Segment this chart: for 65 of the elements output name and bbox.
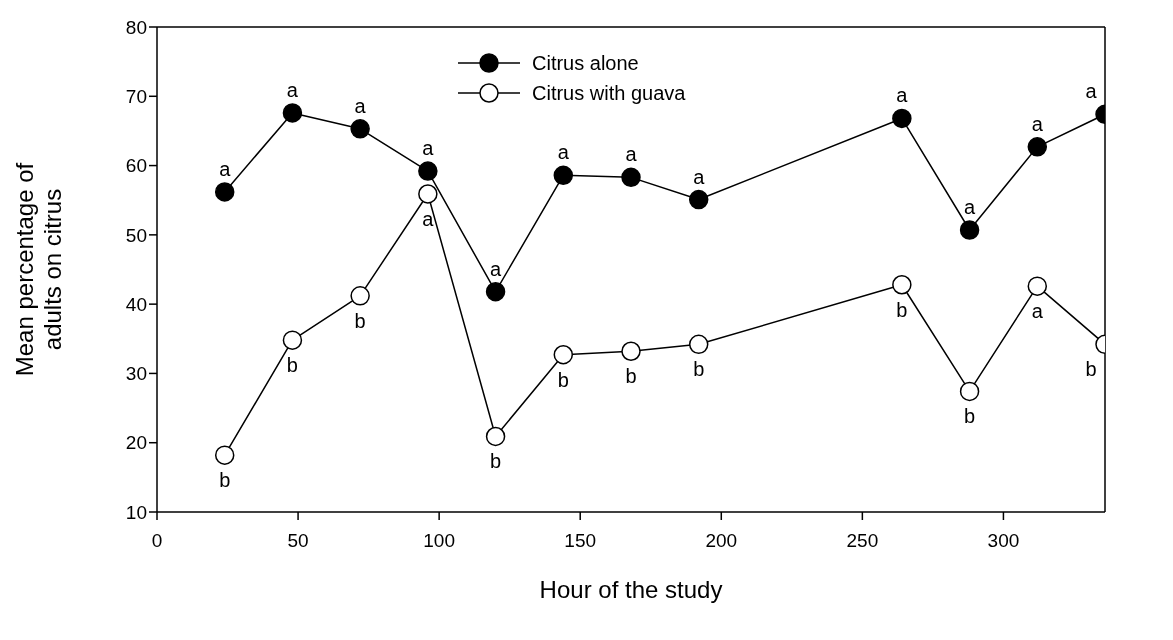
annotation: b bbox=[896, 298, 908, 321]
annotation: a bbox=[625, 143, 638, 166]
annotation: b bbox=[490, 450, 502, 473]
annotation: b bbox=[354, 309, 366, 332]
annotation: a bbox=[422, 137, 435, 160]
annotation: a bbox=[490, 257, 503, 280]
annotation: a bbox=[286, 78, 299, 101]
y-tick-label: 20 bbox=[125, 432, 147, 454]
x-tick-label: 300 bbox=[987, 530, 1020, 552]
y-tick-label: 70 bbox=[125, 86, 147, 108]
x-tick-label: 100 bbox=[423, 530, 455, 552]
annotation: a bbox=[964, 196, 977, 219]
point bbox=[282, 330, 303, 350]
point bbox=[1027, 137, 1048, 157]
annotation: a bbox=[354, 94, 367, 117]
x-tick-label: 150 bbox=[564, 530, 597, 552]
annotation: a bbox=[1031, 112, 1044, 135]
x-tick-label: 200 bbox=[705, 530, 738, 552]
x-tick-label: 50 bbox=[287, 530, 309, 552]
annotation: b bbox=[286, 354, 298, 377]
point bbox=[1027, 276, 1048, 296]
annotation: a bbox=[693, 165, 706, 188]
point bbox=[485, 426, 506, 447]
y-tick-label: 40 bbox=[125, 293, 147, 315]
point bbox=[485, 281, 506, 302]
y-tick-label: 80 bbox=[125, 16, 147, 38]
annotation: a bbox=[1031, 300, 1044, 323]
annotation: a bbox=[219, 157, 232, 180]
point bbox=[282, 103, 303, 123]
point bbox=[214, 182, 235, 202]
y-tick-label: 60 bbox=[125, 155, 147, 177]
annotation: a bbox=[896, 84, 909, 107]
x-tick-label: 250 bbox=[846, 530, 879, 552]
legend-label: Citrus alone bbox=[532, 51, 639, 75]
point bbox=[418, 161, 438, 181]
point bbox=[621, 167, 641, 188]
point bbox=[688, 189, 709, 210]
annotation: b bbox=[557, 368, 569, 391]
annotation: b bbox=[693, 358, 705, 381]
x-axis-title: Hour of the study bbox=[539, 576, 723, 603]
point bbox=[350, 286, 370, 306]
annotation: a bbox=[557, 141, 570, 164]
annotation: b bbox=[964, 405, 976, 428]
point bbox=[418, 184, 438, 204]
annotation: a bbox=[422, 207, 435, 230]
y-tick-label: 30 bbox=[125, 363, 147, 385]
point bbox=[892, 108, 912, 129]
annotation: b bbox=[625, 365, 637, 388]
annotation: a bbox=[1085, 80, 1098, 103]
annotation: b bbox=[219, 469, 231, 492]
x-tick-label: 0 bbox=[151, 530, 163, 552]
point bbox=[214, 445, 235, 465]
point bbox=[892, 274, 912, 295]
point bbox=[959, 220, 980, 240]
legend-label: Citrus with guava bbox=[532, 81, 686, 105]
point bbox=[959, 381, 980, 402]
y-tick-label: 50 bbox=[125, 224, 147, 246]
point bbox=[688, 334, 709, 355]
annotation: b bbox=[1085, 358, 1097, 381]
point bbox=[553, 344, 574, 365]
point bbox=[350, 119, 370, 139]
point bbox=[553, 165, 574, 186]
y-tick-label: 10 bbox=[125, 501, 147, 523]
point bbox=[621, 341, 641, 362]
y-axis-title: Mean percentage of adults on citrus bbox=[11, 162, 66, 377]
